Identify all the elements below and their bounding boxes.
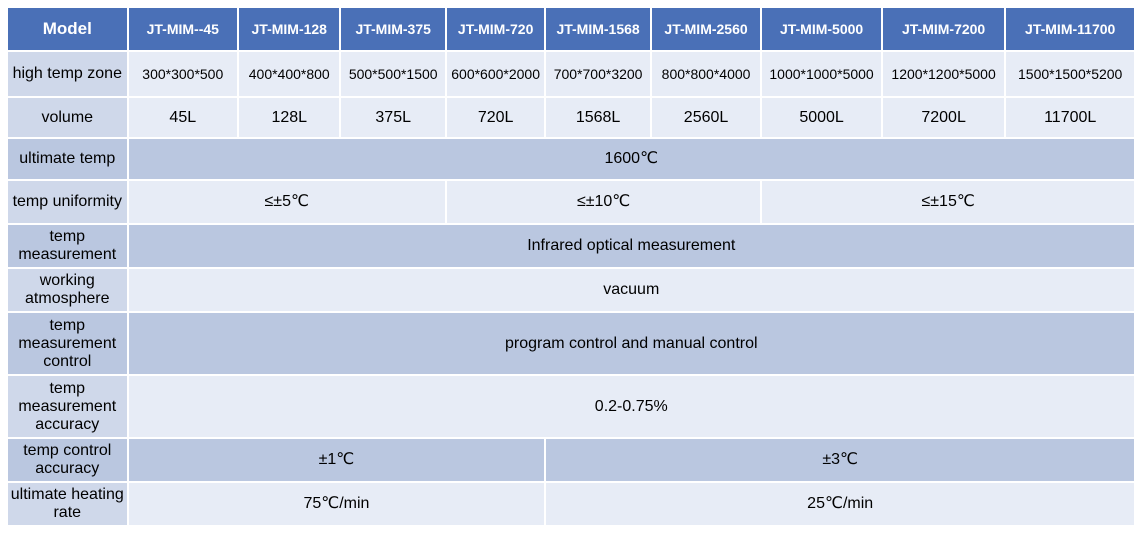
row-label-temp-measurement: temp measurement (8, 225, 127, 267)
row-label-working-atmosphere: working atmosphere (8, 269, 127, 311)
heating-rate-cell: 75℃/min (128, 483, 545, 525)
header-model-name: JT-MIM-375 (341, 8, 445, 50)
row-temp-measurement-control: temp measurement control program control… (8, 313, 1134, 374)
row-high-temp-zone: high temp zone 300*300*500 400*400*800 5… (8, 52, 1134, 96)
row-label-ultimate-temp: ultimate temp (8, 139, 127, 179)
row-label-temp-measurement-control: temp measurement control (8, 313, 127, 374)
zone-cell: 300*300*500 (128, 52, 238, 96)
header-row: Model JT-MIM--45 JT-MIM-128 JT-MIM-375 J… (8, 8, 1134, 50)
atmosphere-value: vacuum (128, 269, 1134, 311)
control-accuracy-cell: ±3℃ (546, 439, 1134, 481)
volume-cell: 45L (128, 98, 238, 137)
zone-cell: 400*400*800 (239, 52, 340, 96)
header-model: Model (8, 8, 127, 50)
zone-cell: 600*600*2000 (446, 52, 545, 96)
ultimate-temp-value: 1600℃ (128, 139, 1134, 179)
row-label-temp-uniformity: temp uniformity (8, 181, 127, 223)
header-model-name: JT-MIM-2560 (651, 8, 761, 50)
volume-cell: 720L (446, 98, 545, 137)
row-ultimate-temp: ultimate temp 1600℃ (8, 139, 1134, 179)
zone-cell: 500*500*1500 (341, 52, 445, 96)
header-model-name: JT-MIM-1568 (546, 8, 650, 50)
control-accuracy-cell: ±1℃ (128, 439, 545, 481)
row-ultimate-heating-rate: ultimate heating rate 75℃/min 25℃/min (8, 483, 1134, 525)
header-model-name: JT-MIM-5000 (762, 8, 881, 50)
header-model-name: JT-MIM-11700 (1006, 8, 1134, 50)
row-temp-control-accuracy: temp control accuracy ±1℃ ±3℃ (8, 439, 1134, 481)
row-working-atmosphere: working atmosphere vacuum (8, 269, 1134, 311)
row-label-temp-control-accuracy: temp control accuracy (8, 439, 127, 481)
spec-table: Model JT-MIM--45 JT-MIM-128 JT-MIM-375 J… (6, 6, 1136, 527)
measurement-value: Infrared optical measurement (128, 225, 1134, 267)
volume-cell: 375L (341, 98, 445, 137)
zone-cell: 800*800*4000 (651, 52, 761, 96)
header-model-name: JT-MIM--45 (128, 8, 238, 50)
uniformity-cell: ≤±10℃ (446, 181, 761, 223)
zone-cell: 1200*1200*5000 (882, 52, 1005, 96)
uniformity-cell: ≤±5℃ (128, 181, 445, 223)
header-model-name: JT-MIM-7200 (882, 8, 1005, 50)
header-model-name: JT-MIM-720 (446, 8, 545, 50)
volume-cell: 128L (239, 98, 340, 137)
volume-cell: 1568L (546, 98, 650, 137)
zone-cell: 1500*1500*5200 (1006, 52, 1134, 96)
row-label-high-temp-zone: high temp zone (8, 52, 127, 96)
row-temp-measurement-accuracy: temp measurement accuracy 0.2-0.75% (8, 376, 1134, 437)
row-label-temp-measurement-accuracy: temp measurement accuracy (8, 376, 127, 437)
row-label-volume: volume (8, 98, 127, 137)
measurement-accuracy-value: 0.2-0.75% (128, 376, 1134, 437)
row-label-ultimate-heating-rate: ultimate heating rate (8, 483, 127, 525)
uniformity-cell: ≤±15℃ (762, 181, 1134, 223)
volume-cell: 2560L (651, 98, 761, 137)
zone-cell: 700*700*3200 (546, 52, 650, 96)
row-volume: volume 45L 128L 375L 720L 1568L 2560L 50… (8, 98, 1134, 137)
volume-cell: 7200L (882, 98, 1005, 137)
volume-cell: 5000L (762, 98, 881, 137)
zone-cell: 1000*1000*5000 (762, 52, 881, 96)
heating-rate-cell: 25℃/min (546, 483, 1134, 525)
header-model-name: JT-MIM-128 (239, 8, 340, 50)
row-temp-uniformity: temp uniformity ≤±5℃ ≤±10℃ ≤±15℃ (8, 181, 1134, 223)
volume-cell: 11700L (1006, 98, 1134, 137)
row-temp-measurement: temp measurement Infrared optical measur… (8, 225, 1134, 267)
measurement-control-value: program control and manual control (128, 313, 1134, 374)
